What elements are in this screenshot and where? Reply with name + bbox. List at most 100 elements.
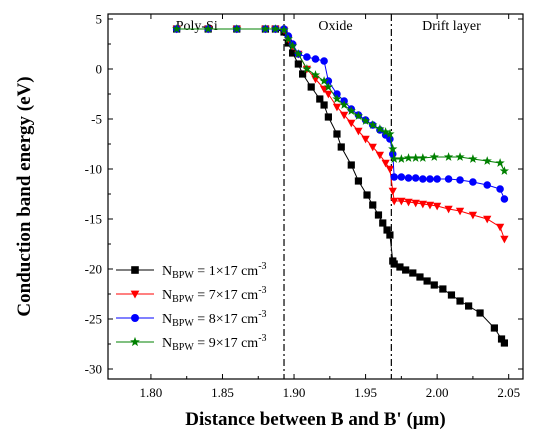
data-point — [383, 226, 391, 234]
data-point — [447, 291, 456, 299]
region-labels: Poly-Si Oxide Drift layer — [176, 19, 481, 34]
data-point — [390, 173, 398, 181]
data-point — [476, 309, 484, 317]
series-8×17 — [172, 25, 509, 203]
data-point — [411, 174, 420, 182]
data-point — [339, 111, 349, 120]
data-point — [455, 152, 465, 161]
x-tick-label: 2.00 — [426, 385, 449, 400]
data-point — [369, 201, 377, 209]
data-point — [374, 211, 383, 219]
data-point — [347, 161, 355, 169]
data-point — [332, 94, 342, 103]
data-point — [130, 336, 140, 347]
region-label: Oxide — [318, 19, 352, 34]
y-tick-label: -5 — [91, 112, 102, 127]
data-point — [469, 178, 477, 186]
data-point — [333, 130, 341, 138]
y-tick-label: 5 — [96, 12, 103, 27]
y-axis-title: Conduction band energy (eV) — [14, 76, 35, 316]
data-point — [396, 154, 406, 163]
data-point — [260, 24, 271, 33]
data-point — [430, 281, 438, 289]
data-point — [346, 106, 356, 115]
data-point — [404, 198, 413, 207]
series-layer — [172, 24, 510, 347]
legend-item: NBPW = 1×17 cm-3 — [116, 261, 267, 281]
data-point — [411, 153, 421, 162]
data-point — [432, 202, 442, 211]
data-point — [385, 165, 395, 174]
data-point — [354, 127, 363, 136]
data-point — [397, 173, 406, 181]
data-point — [289, 49, 297, 57]
data-point — [332, 103, 342, 112]
data-point — [423, 277, 431, 285]
data-point — [347, 119, 356, 128]
data-point — [386, 231, 394, 239]
data-point — [495, 223, 505, 232]
data-point — [490, 324, 498, 332]
data-point — [319, 85, 329, 94]
data-point — [375, 124, 385, 133]
data-point — [429, 152, 439, 161]
data-point — [130, 290, 140, 299]
data-point — [500, 339, 508, 347]
region-boundaries — [283, 14, 392, 379]
data-point — [500, 235, 509, 244]
data-point — [279, 25, 289, 34]
data-point — [310, 70, 321, 79]
legend-item: NBPW = 9×17 cm-3 — [116, 333, 267, 353]
y-tick-label: 0 — [96, 62, 103, 77]
data-point — [131, 314, 139, 322]
legend-label: NBPW = 1×17 cm-3 — [162, 261, 267, 281]
data-point — [482, 156, 492, 165]
data-point — [499, 166, 510, 175]
data-point — [411, 199, 420, 208]
data-point — [483, 181, 492, 189]
data-point — [354, 177, 363, 185]
data-point — [353, 111, 364, 120]
y-tick-label: -30 — [85, 362, 102, 377]
data-point — [396, 263, 404, 271]
data-point — [320, 57, 328, 65]
data-point — [433, 175, 441, 183]
data-point — [293, 49, 303, 58]
x-tick-label: 2.05 — [497, 385, 520, 400]
data-point — [339, 100, 349, 109]
legend-label: NBPW = 8×17 cm-3 — [162, 309, 267, 329]
y-tick-label: -15 — [85, 212, 102, 227]
data-point — [465, 302, 473, 310]
data-point — [483, 215, 492, 224]
data-point — [419, 175, 427, 183]
data-point — [379, 219, 387, 227]
series-line — [176, 28, 505, 200]
data-point — [388, 187, 397, 196]
data-point — [368, 120, 378, 129]
data-point — [418, 153, 428, 162]
data-point — [303, 53, 311, 61]
data-point — [403, 153, 414, 162]
data-point — [456, 176, 464, 184]
series-9×17 — [172, 24, 510, 175]
data-point — [468, 211, 478, 220]
data-point — [323, 82, 333, 91]
data-point — [381, 127, 391, 136]
data-point — [361, 135, 370, 144]
data-point — [388, 144, 398, 153]
data-point — [389, 154, 399, 163]
data-point — [497, 335, 506, 343]
legend: NBPW = 1×17 cm-3 NBPW = 7×17 cm-3 NBPW = 8… — [116, 261, 267, 353]
data-point — [375, 151, 385, 160]
y-tick-label: -20 — [85, 262, 102, 277]
data-point — [443, 152, 454, 161]
x-axis-title: Distance between B and B' (μm) — [185, 409, 445, 430]
data-point — [337, 143, 345, 151]
data-point — [381, 159, 390, 168]
legend-item: NBPW = 7×17 cm-3 — [116, 285, 267, 305]
data-point — [172, 24, 182, 33]
plot-frame — [107, 13, 524, 380]
data-point — [426, 175, 434, 183]
data-point — [287, 41, 298, 50]
data-point — [418, 200, 427, 209]
